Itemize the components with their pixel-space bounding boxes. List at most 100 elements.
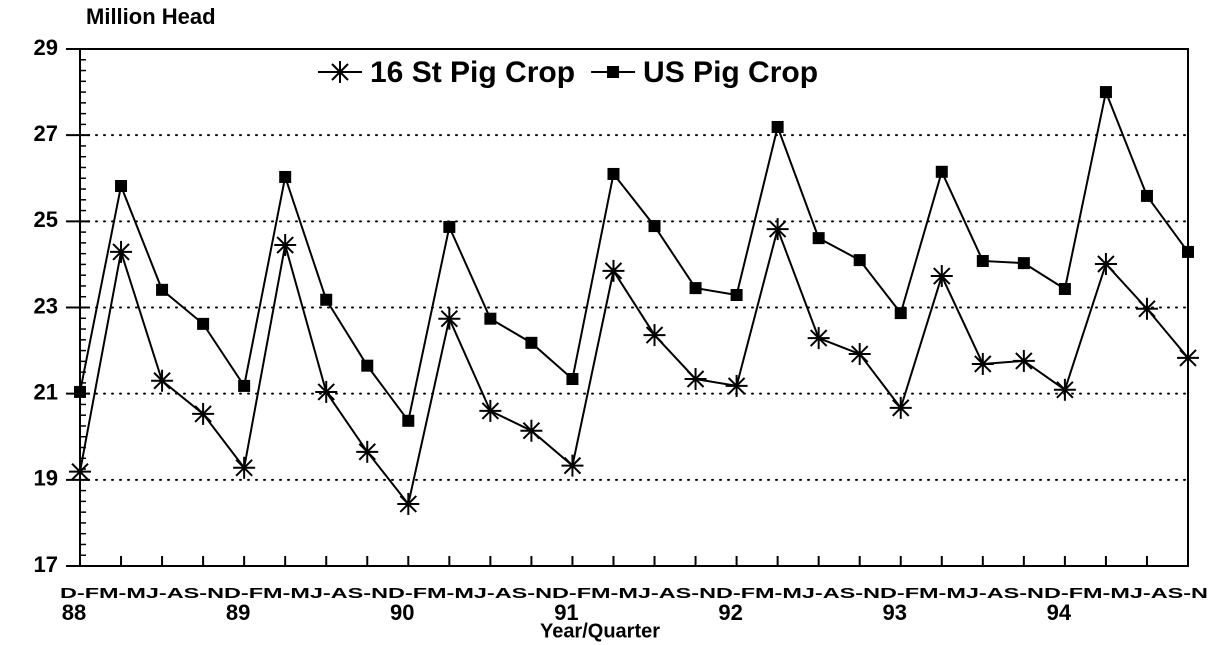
data-point	[607, 167, 620, 180]
star-stroke	[933, 267, 951, 285]
data-point	[771, 120, 784, 133]
data-point	[320, 293, 333, 306]
star-stroke	[727, 377, 746, 395]
star-stroke	[850, 345, 869, 363]
legend-label: US Pig Crop	[643, 56, 818, 89]
star-stroke	[440, 309, 459, 328]
x-tick-label: 93	[882, 600, 906, 625]
data-point	[274, 234, 297, 257]
legend-marker	[607, 66, 620, 78]
data-point	[238, 379, 251, 392]
data-point	[561, 454, 584, 477]
star-stroke	[1138, 300, 1156, 318]
star-stroke	[768, 220, 787, 238]
star-stroke	[331, 63, 349, 81]
data-point	[1017, 257, 1030, 270]
data-point	[151, 369, 174, 392]
series-line	[79, 225, 1189, 507]
data-point	[156, 283, 169, 296]
data-point	[725, 374, 748, 397]
x-tick-label: 91	[554, 600, 578, 625]
star-stroke	[194, 405, 212, 423]
star-stroke	[563, 456, 582, 475]
y-tick-label: 25	[34, 207, 58, 232]
data-point	[848, 343, 871, 366]
data-point	[766, 218, 789, 241]
data-point	[684, 368, 707, 391]
data-point	[566, 373, 579, 386]
star-stroke	[235, 459, 253, 477]
data-point	[484, 312, 497, 325]
data-point	[192, 402, 215, 425]
x-tick-label: 90	[390, 600, 414, 625]
data-point	[730, 289, 743, 302]
data-point	[1177, 346, 1199, 369]
data-point	[397, 492, 420, 515]
data-point	[110, 240, 133, 263]
data-point	[361, 359, 374, 372]
data-point	[315, 380, 338, 403]
star-stroke	[1179, 349, 1197, 367]
y-tick-label: 23	[34, 293, 58, 318]
data-point	[115, 180, 128, 193]
data-point	[812, 232, 825, 245]
data-point	[971, 352, 994, 375]
data-point	[976, 254, 989, 267]
data-point	[402, 414, 415, 427]
y-axis-label: Million Head	[86, 4, 216, 29]
data-point	[1140, 189, 1153, 202]
star-stroke	[1015, 352, 1033, 370]
x-tick-label: 88	[62, 600, 86, 625]
data-point	[889, 396, 912, 419]
star-stroke	[71, 462, 89, 481]
series-line	[79, 88, 1189, 424]
star-stroke	[153, 372, 171, 390]
data-point	[1053, 378, 1076, 401]
data-point	[74, 385, 86, 398]
data-point	[1012, 349, 1035, 372]
star-stroke	[1056, 381, 1074, 399]
data-point	[233, 456, 256, 479]
data-point	[197, 317, 210, 330]
y-tick-label: 27	[34, 121, 58, 146]
data-point	[520, 419, 543, 442]
data-point	[1135, 297, 1158, 320]
star-stroke	[645, 326, 664, 344]
data-point	[1058, 282, 1071, 295]
legend-marker	[329, 61, 351, 83]
star-stroke	[522, 422, 541, 440]
y-tick-label: 19	[34, 466, 58, 491]
data-point	[853, 254, 866, 267]
star-stroke	[276, 236, 294, 254]
star-stroke	[1097, 255, 1115, 273]
data-point	[279, 170, 292, 183]
data-point	[689, 282, 702, 295]
data-point	[69, 460, 91, 483]
x-axis-label: Year/Quarter	[540, 620, 660, 642]
star-stroke	[974, 355, 992, 373]
x-tick-label: 89	[226, 600, 250, 625]
y-tick-label: 17	[34, 552, 58, 577]
legend-label: 16 St Pig Crop	[370, 56, 575, 89]
star-stroke	[604, 262, 623, 280]
data-point	[602, 259, 625, 282]
star-stroke	[112, 243, 130, 261]
star-stroke	[686, 370, 705, 388]
y-tick-label: 29	[34, 35, 58, 60]
data-point	[443, 220, 456, 233]
star-stroke	[399, 495, 418, 513]
star-stroke	[358, 443, 376, 461]
y-tick-label: 21	[34, 379, 58, 404]
quarter-labels: D-FM-MJ-AS-ND-FM-MJ-AS-ND-FM-MJ-AS-ND-FM…	[60, 585, 1208, 602]
data-point	[643, 324, 666, 347]
star-stroke	[892, 399, 910, 417]
data-point	[479, 399, 502, 422]
data-point	[525, 336, 538, 349]
data-point	[930, 265, 953, 288]
data-point	[807, 327, 830, 350]
star-stroke	[809, 329, 828, 347]
x-tick-label: 92	[718, 600, 742, 625]
data-point	[438, 307, 461, 330]
data-point	[648, 220, 661, 233]
